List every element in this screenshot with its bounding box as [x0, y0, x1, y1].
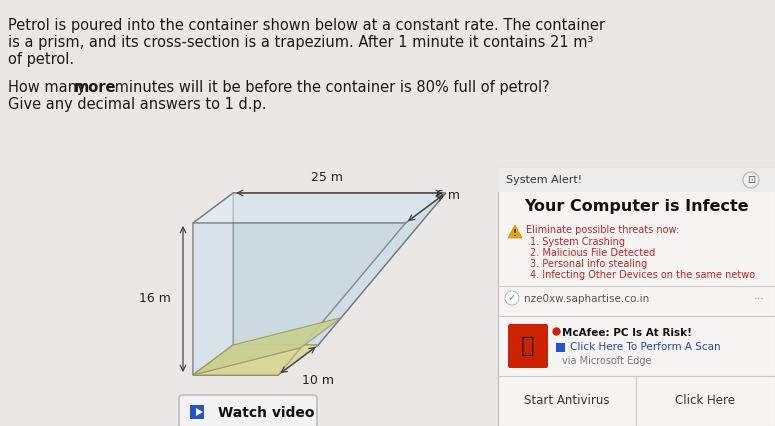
Text: System Alert!: System Alert! — [506, 175, 582, 185]
Text: via Microsoft Edge: via Microsoft Edge — [562, 356, 652, 366]
Text: Click Here: Click Here — [675, 394, 735, 408]
Text: 25 m: 25 m — [312, 171, 343, 184]
Text: ⊡: ⊡ — [747, 175, 755, 185]
Bar — [498, 168, 775, 192]
Text: McAfee: PC Is At Risk!: McAfee: PC Is At Risk! — [562, 328, 692, 338]
Polygon shape — [193, 193, 233, 375]
Text: Petrol is poured into the container shown below at a constant rate. The containe: Petrol is poured into the container show… — [8, 18, 605, 33]
Text: Start Antivirus: Start Antivirus — [524, 394, 610, 408]
Text: ✓: ✓ — [508, 293, 516, 303]
Text: 6 m: 6 m — [436, 189, 460, 202]
Text: !: ! — [513, 230, 517, 239]
Polygon shape — [193, 345, 319, 375]
Text: more: more — [74, 80, 116, 95]
Text: ···: ··· — [754, 294, 765, 304]
Polygon shape — [193, 223, 405, 375]
Text: 2. Malicious File Detected: 2. Malicious File Detected — [530, 248, 655, 258]
Text: Give any decimal answers to 1 d.p.: Give any decimal answers to 1 d.p. — [8, 97, 267, 112]
Circle shape — [505, 291, 519, 305]
FancyBboxPatch shape — [508, 324, 548, 368]
Text: 4. Infecting Other Devices on the same netwo: 4. Infecting Other Devices on the same n… — [530, 270, 755, 280]
Polygon shape — [508, 225, 522, 238]
Text: minutes will it be before the container is 80% full of petrol?: minutes will it be before the container … — [110, 80, 549, 95]
Text: 16 m: 16 m — [140, 293, 171, 305]
Polygon shape — [233, 193, 446, 345]
Text: Click Here To Perform A Scan: Click Here To Perform A Scan — [570, 342, 721, 352]
Circle shape — [743, 172, 759, 188]
FancyBboxPatch shape — [498, 168, 775, 426]
Polygon shape — [193, 193, 446, 223]
Text: nze0xw.saphartise.co.in: nze0xw.saphartise.co.in — [524, 294, 649, 304]
Text: of petrol.: of petrol. — [8, 52, 74, 67]
Text: 10 m: 10 m — [302, 374, 334, 387]
Text: Eliminate possible threats now:: Eliminate possible threats now: — [526, 225, 679, 235]
FancyBboxPatch shape — [179, 395, 317, 426]
Polygon shape — [193, 318, 341, 375]
Text: 1. System Crashing: 1. System Crashing — [530, 237, 625, 247]
Polygon shape — [278, 193, 446, 375]
Text: Your Computer is Infecte: Your Computer is Infecte — [524, 199, 749, 213]
Text: is a prism, and its cross-section is a trapezium. After 1 minute it contains 21 : is a prism, and its cross-section is a t… — [8, 35, 594, 50]
Polygon shape — [193, 348, 301, 375]
Text: 3. Personal info stealing: 3. Personal info stealing — [530, 259, 647, 269]
Bar — [190, 405, 204, 419]
Polygon shape — [193, 345, 319, 375]
Text: How many: How many — [8, 80, 90, 95]
Polygon shape — [196, 408, 203, 416]
Text: ⛨: ⛨ — [522, 336, 535, 356]
Bar — [556, 343, 565, 352]
Text: Watch video: Watch video — [218, 406, 315, 420]
